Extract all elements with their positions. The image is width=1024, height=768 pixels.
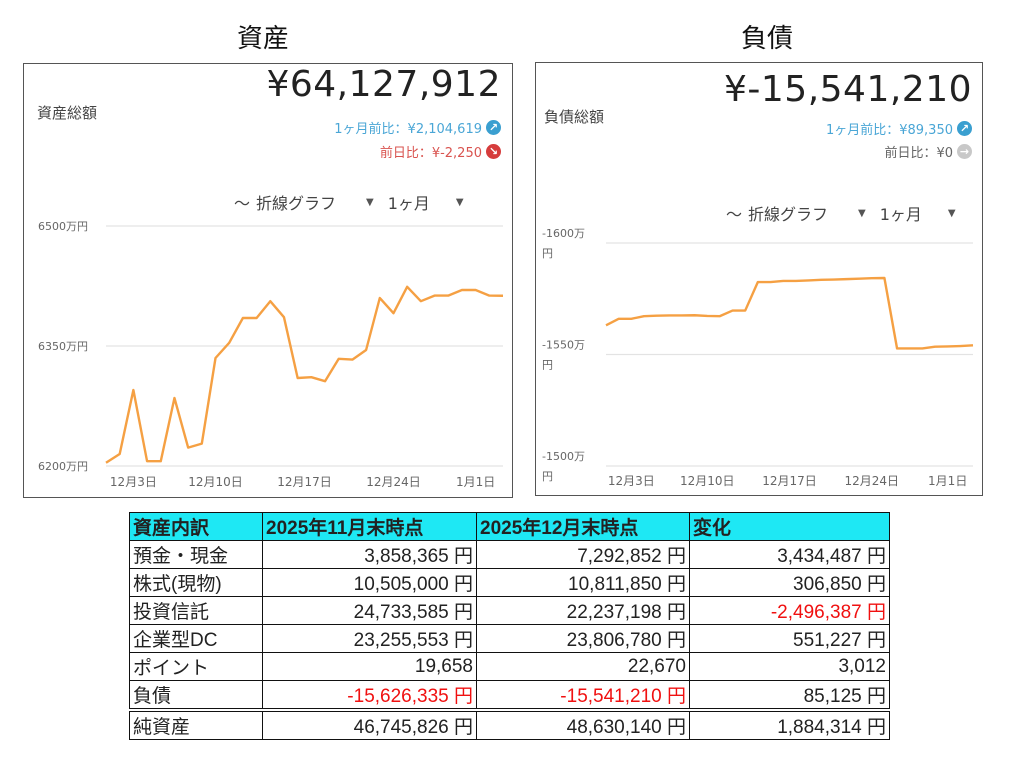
period-select[interactable]: 1ヶ月 xyxy=(387,194,430,213)
header-category: 資産内訳 xyxy=(129,512,263,541)
cell-value: 46,745,826 円 xyxy=(262,708,477,740)
row-label: 株式(現物) xyxy=(129,568,263,597)
x-tick-label: 12月3日 xyxy=(608,474,655,488)
x-tick-label: 12月10日 xyxy=(188,475,243,489)
y-tick-label: -1600万円 xyxy=(542,227,585,260)
y-tick-label: -1500万円 xyxy=(542,450,585,483)
table-row: ポイント 19,658 22,670 3,012 xyxy=(129,652,890,681)
series-line xyxy=(105,285,504,464)
cell-value: 551,227 円 xyxy=(689,624,890,653)
table-row: 投資信託 24,733,585 円 22,237,198 円 -2,496,387 円 xyxy=(129,596,890,625)
header-change: 変化 xyxy=(689,512,890,541)
liabilities-section-title: 負債 xyxy=(740,24,793,54)
liabilities-chart-toolbar: 〜 折線グラフ ▼ 1ヶ月 ▼ xyxy=(726,201,956,225)
cell-value: 306,850 円 xyxy=(689,568,890,597)
x-tick-label: 12月24日 xyxy=(366,475,421,489)
assets-month-change-text: 1ヶ月前比：¥2,104,619 xyxy=(334,122,482,137)
x-tick-label: 12月24日 xyxy=(844,474,899,488)
assets-section-title: 資産 xyxy=(236,24,289,54)
assets-line-chart: 6500万円 6350万円 6200万円 12月3日 12月10日 12月17日 12月24… xyxy=(38,220,504,489)
assets-label: 資産総額 xyxy=(37,104,98,122)
table-row: 株式(現物) 10,505,000 円 10,811,850 円 306,850 円 xyxy=(129,568,890,597)
cell-value: 85,125 円 xyxy=(689,680,890,711)
cell-value: 10,505,000 円 xyxy=(262,568,477,597)
assets-day-change: 前日比：¥-2,250 ↘ xyxy=(380,142,501,161)
liabilities-card: ¥-15,541,210 負債総額 1ヶ月前比：¥89,350 ↗ 前日比：¥0… xyxy=(535,62,983,496)
line-chart-icon: 〜 xyxy=(234,194,251,213)
cell-value: 22,670 xyxy=(476,652,690,681)
assets-day-change-text: 前日比：¥-2,250 xyxy=(379,146,482,161)
cell-value: 48,630,140 円 xyxy=(476,708,690,740)
table-row: 企業型DC 23,255,553 円 23,806,780 円 551,227 円 xyxy=(129,624,890,653)
liabilities-day-change-text: 前日比：¥0 xyxy=(884,146,953,161)
y-tick-label: 6500万円 xyxy=(38,220,88,233)
assets-month-change: 1ヶ月前比：¥2,104,619 ↗ xyxy=(334,118,501,137)
cell-value: 1,884,314 円 xyxy=(689,708,890,740)
assets-card: ¥64,127,912 資産総額 1ヶ月前比：¥2,104,619 ↗ 前日比：… xyxy=(23,63,513,498)
arrow-up-right-icon: ↗ xyxy=(957,121,972,136)
liabilities-label: 負債総額 xyxy=(544,108,605,126)
header-dec: 2025年12月末時点 xyxy=(476,512,690,541)
row-label: 投資信託 xyxy=(129,596,263,625)
cell-value: 3,434,487 円 xyxy=(689,540,890,569)
x-tick-label: 1月1日 xyxy=(456,475,495,489)
table-row: 預金・現金 3,858,365 円 7,292,852 円 3,434,487 円 xyxy=(129,540,890,569)
cell-value: -2,496,387 円 xyxy=(689,596,890,625)
row-label: 純資産 xyxy=(129,708,263,740)
arrow-down-right-icon: ↘ xyxy=(486,144,501,159)
series-line xyxy=(605,276,974,350)
table-header-row: 資産内訳 2025年11月末時点 2025年12月末時点 変化 xyxy=(129,512,890,541)
chevron-down-icon[interactable]: ▼ xyxy=(947,207,956,219)
line-chart-icon: 〜 xyxy=(726,205,743,224)
cell-value: -15,541,210 円 xyxy=(476,680,690,711)
liabilities-month-change: 1ヶ月前比：¥89,350 ↗ xyxy=(826,119,972,138)
period-select[interactable]: 1ヶ月 xyxy=(879,205,922,224)
chart-type-select[interactable]: 折線グラフ xyxy=(748,205,829,224)
y-tick-label: 6350万円 xyxy=(38,340,88,353)
chart-type-select[interactable]: 折線グラフ xyxy=(256,194,337,213)
x-tick-label: 12月10日 xyxy=(680,474,735,488)
chevron-down-icon[interactable]: ▼ xyxy=(858,207,866,219)
cell-value: 22,237,198 円 xyxy=(476,596,690,625)
header-nov: 2025年11月末時点 xyxy=(262,512,477,541)
row-label: ポイント xyxy=(129,652,263,681)
liabilities-line-chart: -1600万円 -1550万円 -1500万円 12月3日 12月10日 12月17日 12… xyxy=(542,227,974,488)
arrow-right-icon: → xyxy=(957,144,972,159)
assets-total: ¥64,127,912 xyxy=(266,64,501,105)
row-label: 企業型DC xyxy=(129,624,263,653)
arrow-up-right-icon: ↗ xyxy=(486,120,501,135)
cell-value: 3,858,365 円 xyxy=(262,540,477,569)
x-tick-label: 1月1日 xyxy=(928,474,967,488)
y-tick-label: -1550万円 xyxy=(542,339,585,372)
cell-value: 23,806,780 円 xyxy=(476,624,690,653)
chevron-down-icon[interactable]: ▼ xyxy=(366,196,374,208)
x-tick-label: 12月17日 xyxy=(277,475,332,489)
liabilities-month-change-text: 1ヶ月前比：¥89,350 xyxy=(825,123,953,138)
x-tick-label: 12月3日 xyxy=(110,475,157,489)
row-label: 預金・現金 xyxy=(129,540,263,569)
cell-value: 7,292,852 円 xyxy=(476,540,690,569)
x-tick-label: 12月17日 xyxy=(762,474,817,488)
cell-value: -15,626,335 円 xyxy=(262,680,477,711)
liabilities-day-change: 前日比：¥0 → xyxy=(884,142,972,161)
row-label: 負債 xyxy=(129,680,263,711)
cell-value: 3,012 xyxy=(689,652,890,681)
cell-value: 23,255,553 円 xyxy=(262,624,477,653)
asset-breakdown-table: 資産内訳 2025年11月末時点 2025年12月末時点 変化 預金・現金 3,8… xyxy=(129,512,890,740)
cell-value: 24,733,585 円 xyxy=(262,596,477,625)
table-row: 負債 -15,626,335 円 -15,541,210 円 85,125 円 xyxy=(129,680,890,711)
cell-value: 10,811,850 円 xyxy=(476,568,690,597)
assets-chart-toolbar: 〜 折線グラフ ▼ 1ヶ月 ▼ xyxy=(234,190,464,214)
cell-value: 19,658 xyxy=(262,652,477,681)
table-row: 純資産 46,745,826 円 48,630,140 円 1,884,314 円 xyxy=(129,708,890,740)
y-tick-label: 6200万円 xyxy=(38,460,88,473)
chevron-down-icon[interactable]: ▼ xyxy=(455,196,464,208)
liabilities-total: ¥-15,541,210 xyxy=(723,69,972,110)
